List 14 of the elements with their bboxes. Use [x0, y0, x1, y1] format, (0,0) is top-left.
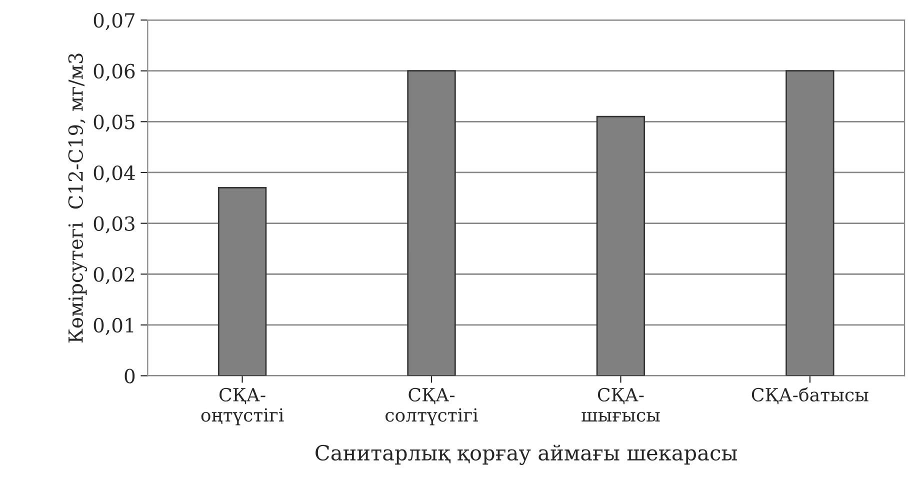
- x-tick-label: СҚА- шығысы: [582, 388, 660, 422]
- y-tick-label: 0,03: [94, 216, 134, 234]
- y-tick-label: 0,01: [94, 318, 134, 335]
- y-tick-label: 0,06: [94, 64, 135, 81]
- y-tick-label: 0,05: [94, 114, 134, 132]
- y-tick-label: 0,02: [94, 267, 134, 284]
- x-tick-label: СҚА- солтүстігі: [386, 388, 478, 426]
- y-tick-label: 0,04: [94, 165, 135, 183]
- x-tick-label: СҚА- оңтүстігі: [201, 388, 284, 426]
- x-tick-label: СҚА-батысы: [752, 387, 868, 404]
- y-axis-title: Көмірсутегі С12-С19, мг/м3: [68, 54, 88, 343]
- x-axis-title: Санитарлық қорғау аймағы шекарасы: [316, 444, 738, 465]
- y-tick-label: 0,07: [94, 12, 134, 30]
- y-tick-label: 0: [124, 368, 135, 384]
